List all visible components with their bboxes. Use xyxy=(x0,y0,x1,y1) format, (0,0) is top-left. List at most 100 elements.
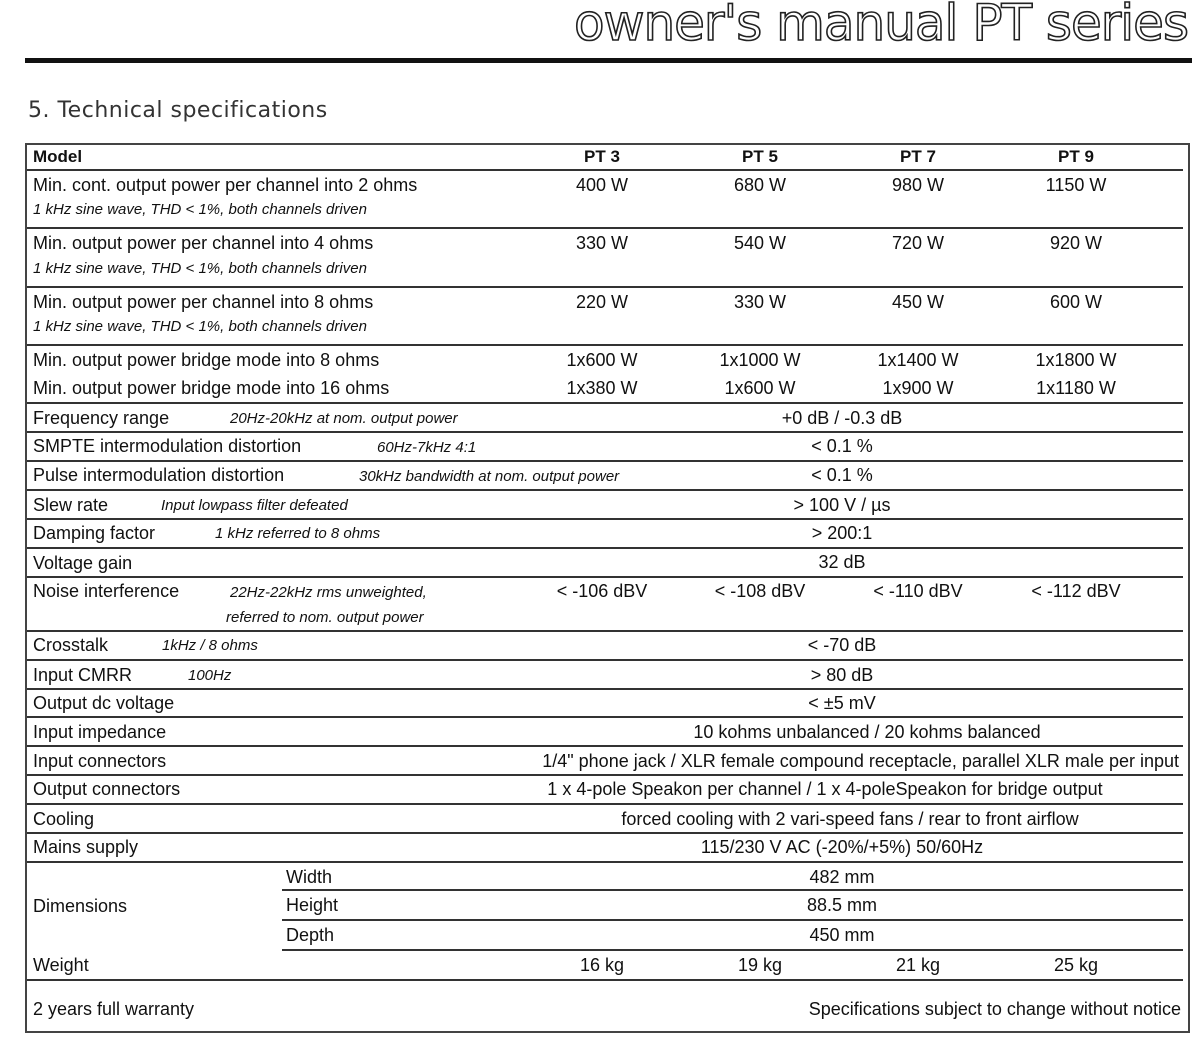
crosstalk-row: Crosstalk 1kHz / 8 ohms < -70 dB xyxy=(27,632,1183,661)
row-note: Input lowpass filter defeated xyxy=(161,497,348,514)
model-pt9: PT 9 xyxy=(1058,147,1094,166)
row-value: < ±5 mV xyxy=(808,693,876,713)
row-label: Min. output power per channel into 4 ohm… xyxy=(33,233,374,253)
model-label: Model xyxy=(33,147,83,166)
spec-table xyxy=(25,143,1190,1033)
row-label: Crosstalk xyxy=(33,635,109,655)
row-note: 100Hz xyxy=(188,667,232,684)
row-label: Min. output power per channel into 8 ohm… xyxy=(33,292,374,312)
value-pt5: 1x600 W xyxy=(724,378,796,398)
value-pt9: < -112 dBV xyxy=(1031,581,1121,601)
height-row: Height 88.5 mm xyxy=(282,891,1183,921)
value-pt9: 600 W xyxy=(1049,292,1103,312)
bridge-rows: Min. output power bridge mode into 8 ohm… xyxy=(27,346,1183,404)
row-label: Pulse intermodulation distortion xyxy=(33,465,285,485)
depth-row: Depth 450 mm xyxy=(282,921,1183,951)
value-pt3: 220 W xyxy=(575,292,629,312)
row-value: > 200:1 xyxy=(811,523,873,543)
row-note: 60Hz-7kHz 4:1 xyxy=(377,439,477,456)
value-pt5: 330 W xyxy=(733,292,787,312)
table-footer: 2 years full warranty Specifications sub… xyxy=(27,981,1183,1031)
row-value: 10 kohms unbalanced / 20 kohms balanced xyxy=(693,722,1041,742)
pulse-row: Pulse intermodulation distortion 30kHz b… xyxy=(27,462,1183,491)
weight-row: Weight 16 kg 19 kg 21 kg 25 kg xyxy=(27,951,1183,981)
row-note: referred to nom. output power xyxy=(226,609,424,626)
mains-row: Mains supply 115/230 V AC (-20%/+5%) 50/… xyxy=(27,834,1183,863)
row-label: Width xyxy=(286,867,333,887)
row-label: SMPTE intermodulation distortion xyxy=(33,436,302,456)
row-value: +0 dB / -0.3 dB xyxy=(781,408,903,428)
row-label: Min. output power bridge mode into 8 ohm… xyxy=(33,350,380,370)
row-label: Min. cont. output power per channel into… xyxy=(33,175,418,195)
row-label: Input CMRR xyxy=(33,665,133,685)
power-row-8ohm: Min. output power per channel into 8 ohm… xyxy=(27,288,1183,346)
value-pt3: < -106 dBV xyxy=(556,581,648,601)
output-connectors-row: Output connectors 1 x 4-pole Speakon per… xyxy=(27,776,1183,805)
row-label: Weight xyxy=(33,955,89,975)
row-label: Cooling xyxy=(33,809,95,829)
row-label: Damping factor xyxy=(33,523,156,543)
impedance-row: Input impedance 10 kohms unbalanced / 20… xyxy=(27,718,1183,747)
value-pt5: 680 W xyxy=(733,175,787,195)
model-pt5: PT 5 xyxy=(742,147,778,166)
value-pt9: 1x1180 W xyxy=(1036,378,1116,398)
row-value: < 0.1 % xyxy=(811,436,873,456)
width-row: Width 482 mm xyxy=(282,863,1183,891)
value-pt7: 1x900 W xyxy=(882,378,954,398)
damping-row: Damping factor 1 kHz referred to 8 ohms … xyxy=(27,520,1183,549)
row-value: 115/230 V AC (-20%/+5%) 50/60Hz xyxy=(700,837,984,857)
row-label: Dimensions xyxy=(33,896,128,916)
row-value: < 0.1 % xyxy=(811,465,873,485)
value-pt9: 1150 W xyxy=(1045,175,1107,195)
smpte-row: SMPTE intermodulation distortion 60Hz-7k… xyxy=(27,433,1183,462)
row-note: 1 kHz sine wave, THD < 1%, both channels… xyxy=(33,201,367,218)
change-notice: Specifications subject to change without… xyxy=(808,999,1181,1019)
value-pt7: 1x1400 W xyxy=(877,350,959,370)
value-pt7: 980 W xyxy=(891,175,945,195)
row-note: 22Hz-22kHz rms unweighted, xyxy=(230,584,427,601)
row-value: > 80 dB xyxy=(810,665,874,685)
row-label: Frequency range xyxy=(33,408,170,428)
dimensions-row: Dimensions xyxy=(27,863,1183,951)
row-value: 1/4" phone jack / XLR female compound re… xyxy=(542,751,1179,771)
value-pt5: 1x1000 W xyxy=(719,350,801,370)
value-pt9: 1x1800 W xyxy=(1035,350,1117,370)
row-value: 482 mm xyxy=(809,867,875,887)
value-pt7: 21 kg xyxy=(895,955,941,975)
row-label: Input connectors xyxy=(33,751,167,771)
value-pt7: 450 W xyxy=(891,292,945,312)
noise-row: Noise interference 22Hz-22kHz rms unweig… xyxy=(27,578,1183,632)
row-label: Noise interference xyxy=(33,581,180,601)
row-value: 1 x 4-pole Speakon per channel / 1 x 4-p… xyxy=(547,779,1103,799)
row-value: forced cooling with 2 vari-speed fans / … xyxy=(621,809,1079,829)
warranty-note: 2 years full warranty xyxy=(33,999,195,1019)
value-pt5: 540 W xyxy=(733,233,787,253)
row-value: 88.5 mm xyxy=(806,895,878,915)
value-pt7: 720 W xyxy=(891,233,945,253)
header-rule xyxy=(25,58,1192,63)
row-label: Mains supply xyxy=(33,837,139,857)
model-pt7: PT 7 xyxy=(900,147,936,166)
model-pt3: PT 3 xyxy=(584,147,620,166)
row-note: 1 kHz sine wave, THD < 1%, both channels… xyxy=(33,260,367,277)
value-pt3: 16 kg xyxy=(579,955,625,975)
row-note: 1 kHz referred to 8 ohms xyxy=(215,525,381,542)
row-label: Min. output power bridge mode into 16 oh… xyxy=(33,378,390,398)
row-value: < -70 dB xyxy=(807,635,877,655)
row-note: 30kHz bandwidth at nom. output power xyxy=(359,468,620,485)
value-pt3: 330 W xyxy=(575,233,629,253)
value-pt3: 400 W xyxy=(575,175,629,195)
value-pt9: 25 kg xyxy=(1053,955,1099,975)
row-label: Height xyxy=(286,895,339,915)
row-value: 450 mm xyxy=(809,925,875,945)
value-pt9: 920 W xyxy=(1049,233,1103,253)
row-label: Input impedance xyxy=(33,722,167,742)
power-row-4ohm: Min. output power per channel into 4 ohm… xyxy=(27,229,1183,288)
cooling-row: Cooling forced cooling with 2 vari-speed… xyxy=(27,805,1183,834)
row-note: 20Hz-20kHz at nom. output power xyxy=(230,410,458,427)
row-value: > 100 V / µs xyxy=(793,495,891,515)
slew-row: Slew rate Input lowpass filter defeated … xyxy=(27,491,1183,520)
row-label: Output dc voltage xyxy=(33,693,175,713)
row-label: Voltage gain xyxy=(33,553,133,573)
